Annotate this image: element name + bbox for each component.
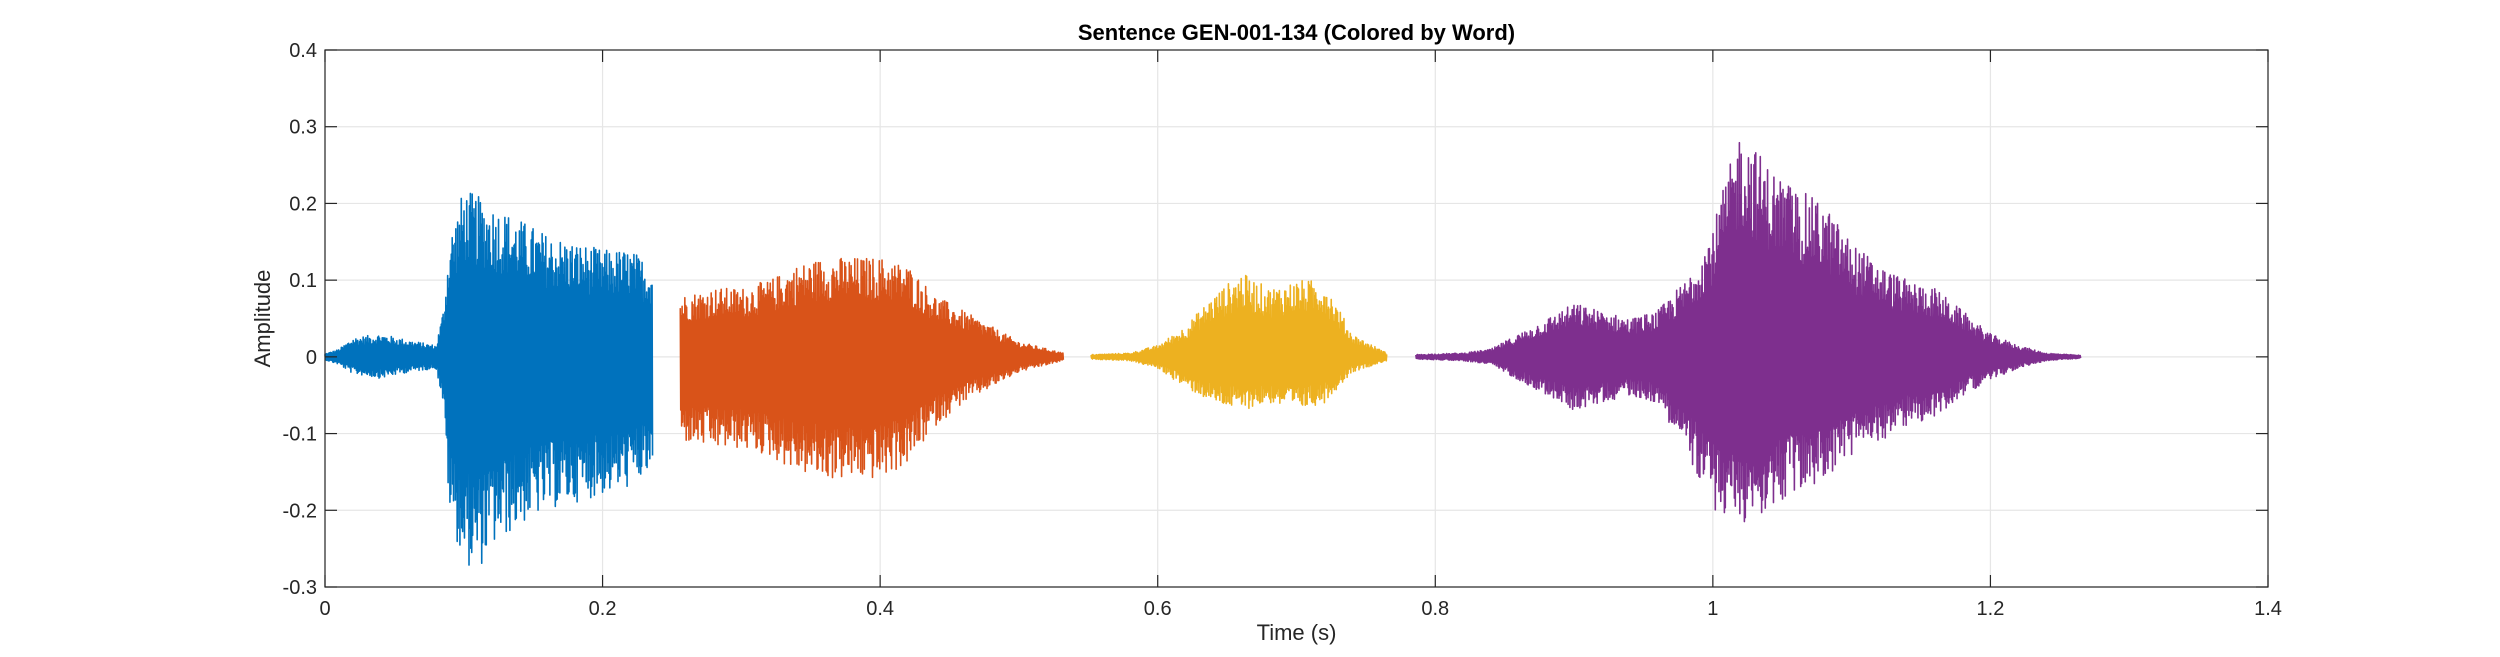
x-tick-label: 0.8 <box>1421 598 1449 620</box>
x-tick-label: 1 <box>1707 598 1718 620</box>
x-tick-label: 1.4 <box>2254 598 2282 620</box>
y-tick-label: 0.4 <box>289 40 317 62</box>
x-tick-label: 0 <box>319 598 330 620</box>
waveform-segment-2 <box>679 257 1065 479</box>
y-tick-label: -0.3 <box>283 577 317 599</box>
waveform-segment-4 <box>1415 141 2082 523</box>
waveform-segment-1 <box>324 192 654 566</box>
x-tick-label: 0.6 <box>1144 598 1172 620</box>
x-tick-label: 1.2 <box>1977 598 2005 620</box>
axis-ticks <box>324 49 2269 588</box>
x-tick-label: 0.4 <box>866 598 894 620</box>
y-tick-label: 0.2 <box>289 193 317 215</box>
y-axis-label: Amplitude <box>250 270 275 368</box>
waveform-segment-3 <box>1090 274 1388 410</box>
y-tick-label: 0.1 <box>289 270 317 292</box>
y-tick-labels: -0.3 -0.2 -0.1 0 0.1 0.2 0.3 0.4 <box>283 40 317 599</box>
chart-title: Sentence GEN-001-134 (Colored by Word) <box>1078 20 1515 45</box>
plot-area-border <box>324 49 2269 588</box>
waveform-segments <box>324 141 2082 566</box>
x-tick-label: 0.2 <box>589 598 617 620</box>
y-tick-label: 0.3 <box>289 117 317 139</box>
y-tick-label: -0.2 <box>283 500 317 522</box>
y-tick-label: -0.1 <box>283 424 317 446</box>
y-tick-label: 0 <box>306 347 317 369</box>
x-tick-labels: 0 0.2 0.4 0.6 0.8 1 1.2 1.4 <box>319 598 2281 620</box>
x-axis-label: Time (s) <box>1257 620 1337 645</box>
